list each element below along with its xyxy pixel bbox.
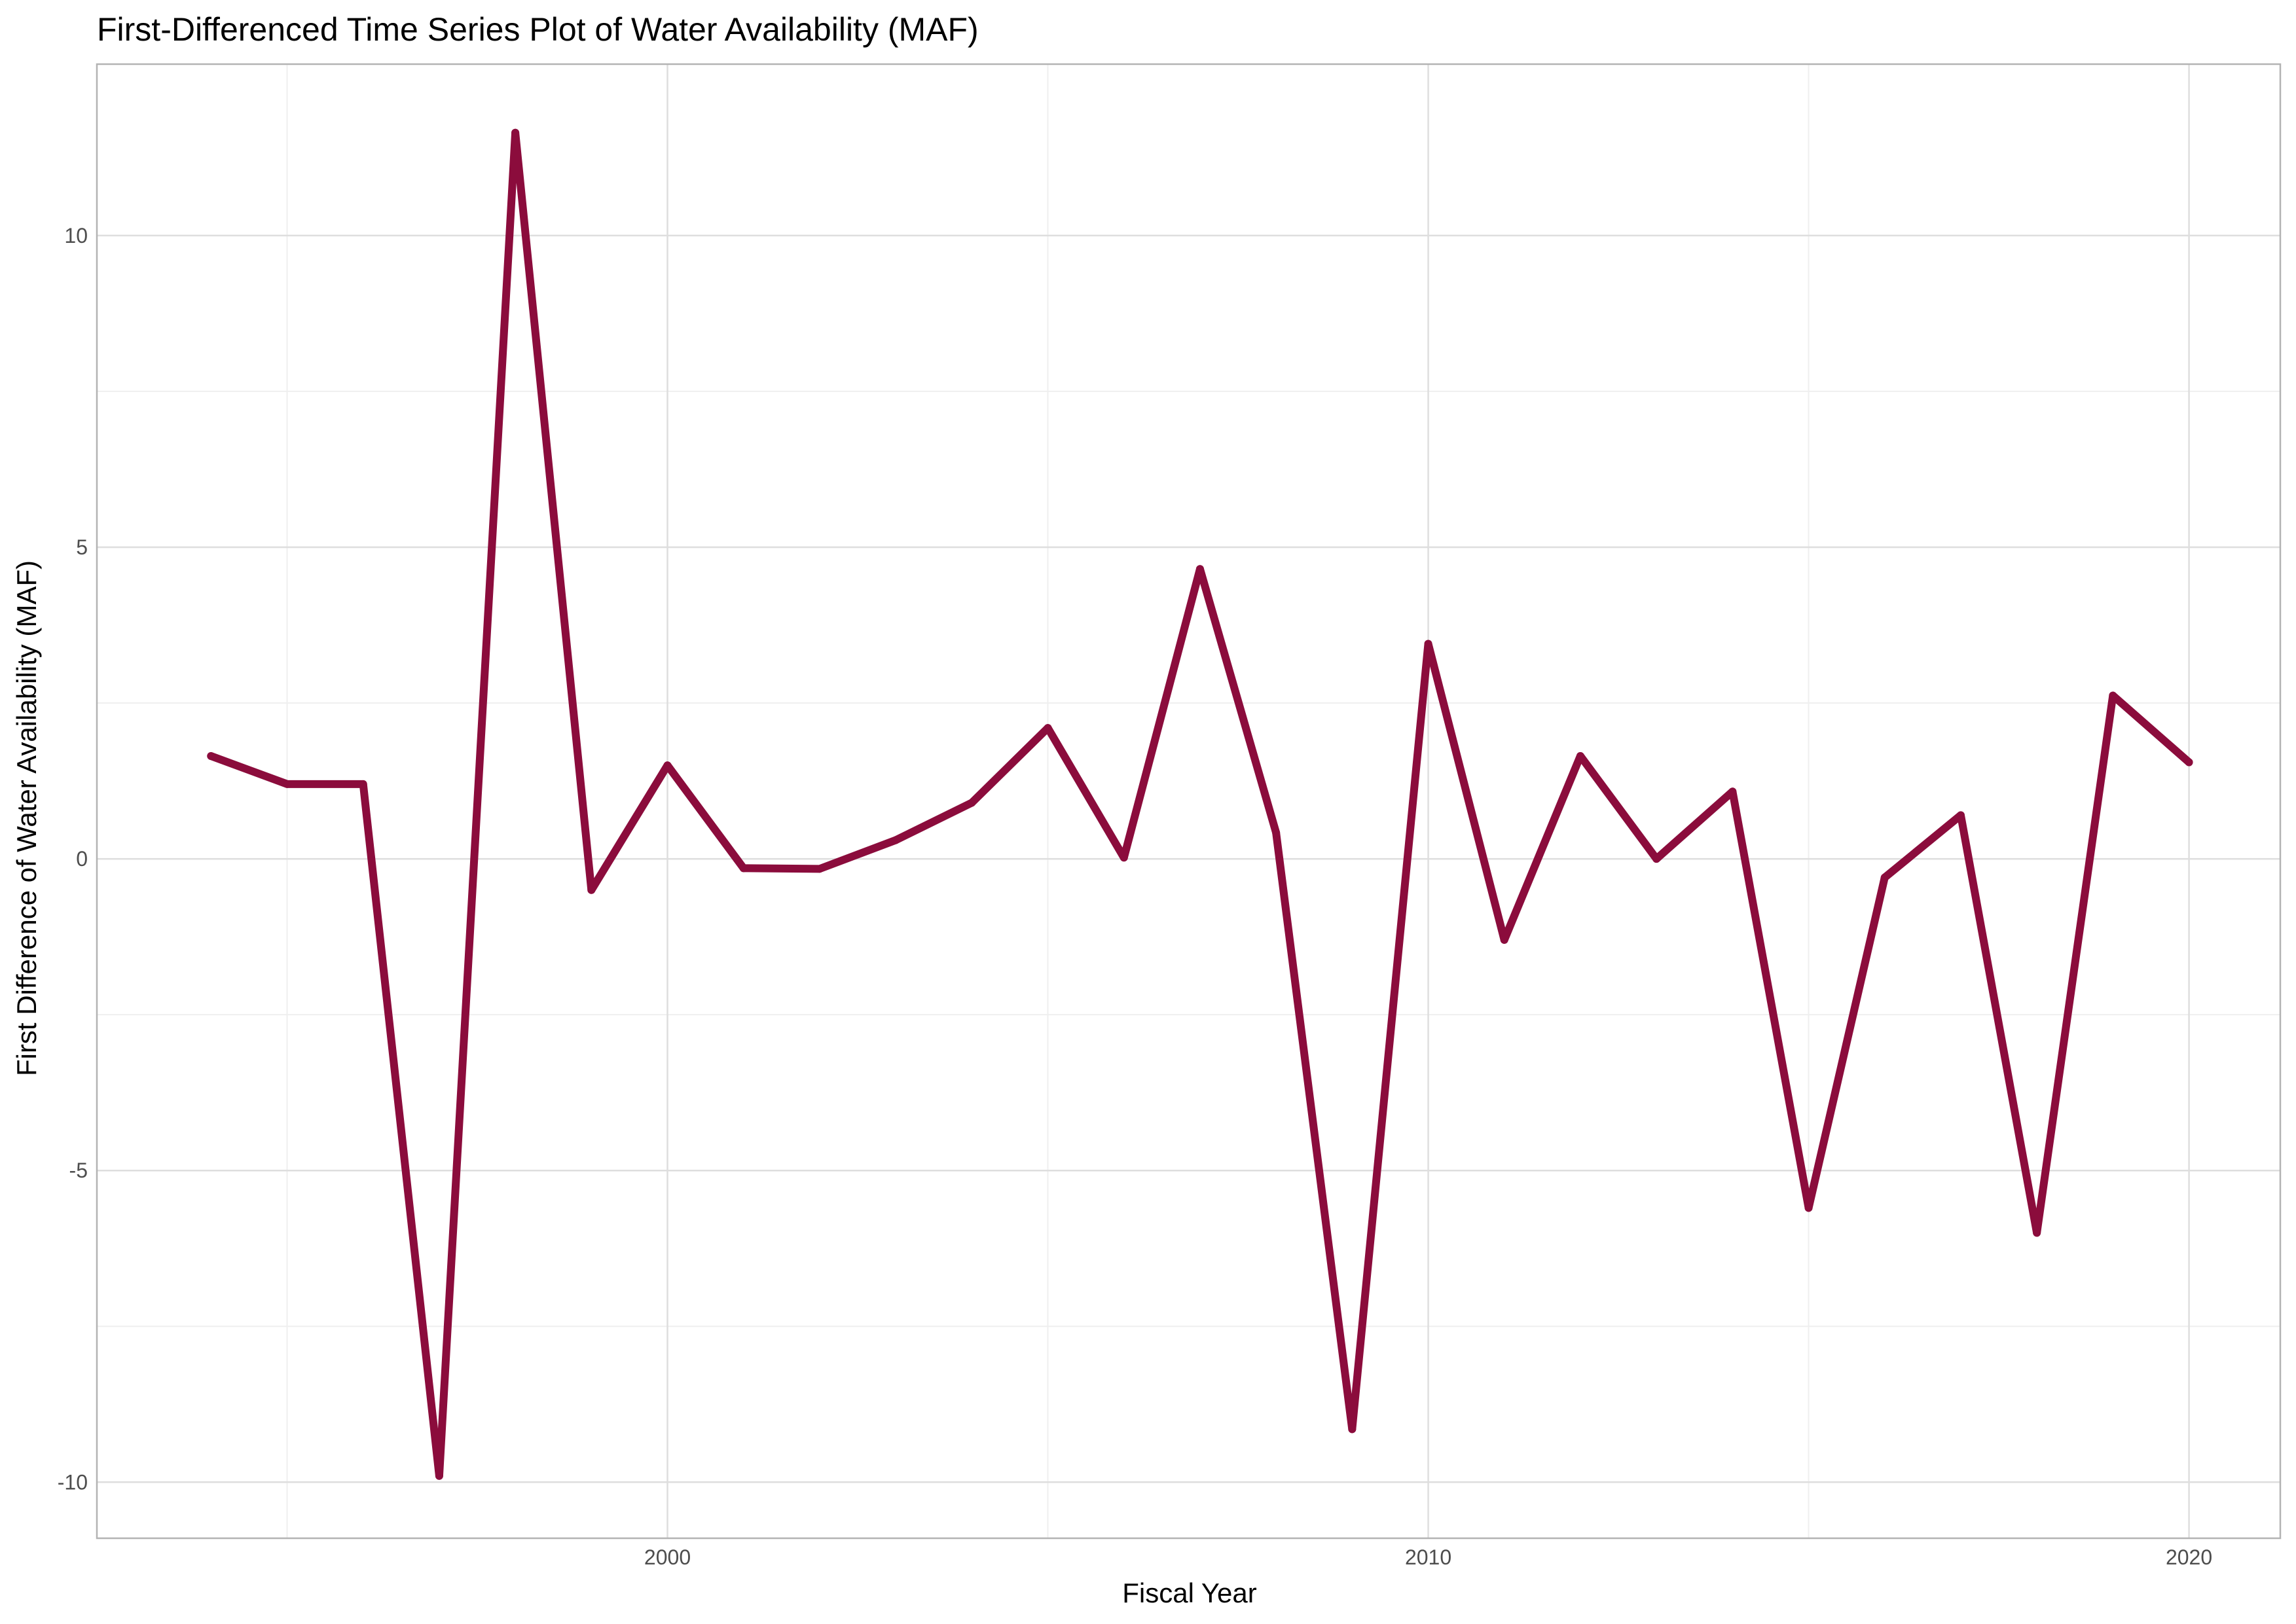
data-point bbox=[359, 780, 367, 788]
data-point bbox=[815, 865, 824, 873]
y-tick-label: 10 bbox=[64, 224, 88, 247]
data-point bbox=[1044, 724, 1052, 732]
minor-grid bbox=[97, 64, 2280, 1538]
data-point bbox=[892, 836, 900, 844]
data-point bbox=[2109, 691, 2117, 700]
data-point bbox=[587, 886, 596, 894]
chart-title: First-Differenced Time Series Plot of Wa… bbox=[97, 11, 979, 48]
data-point bbox=[207, 751, 215, 760]
panel-border bbox=[96, 63, 2282, 1540]
y-tick-label: 5 bbox=[76, 535, 88, 559]
data-point bbox=[1652, 855, 1661, 863]
data-point bbox=[1804, 1204, 1813, 1212]
data-point bbox=[1956, 811, 1965, 820]
y-axis-tick-labels: -10 -5 0 5 10 bbox=[58, 224, 88, 1494]
data-point bbox=[435, 1471, 443, 1480]
data-point bbox=[2185, 758, 2193, 767]
y-tick-label: -10 bbox=[58, 1470, 88, 1494]
x-tick-label: 2020 bbox=[2166, 1545, 2212, 1569]
y-tick-label: -5 bbox=[69, 1159, 88, 1182]
data-point bbox=[739, 864, 748, 873]
data-point bbox=[1880, 873, 1889, 882]
data-point bbox=[1120, 854, 1128, 862]
x-tick-label: 2010 bbox=[1405, 1545, 1451, 1569]
data-point bbox=[2033, 1229, 2041, 1237]
data-point bbox=[1272, 829, 1281, 837]
data-point bbox=[968, 799, 976, 807]
data-point bbox=[1500, 935, 1508, 944]
data-point bbox=[663, 761, 672, 770]
major-grid bbox=[97, 64, 2280, 1538]
data-point bbox=[1348, 1425, 1357, 1434]
series-line bbox=[207, 128, 2193, 1480]
x-axis-tick-labels: 2000 2010 2020 bbox=[644, 1545, 2212, 1569]
series-layer bbox=[207, 128, 2193, 1480]
data-point bbox=[511, 128, 520, 137]
y-axis-title: First Difference of Water Availability (… bbox=[11, 560, 42, 1076]
y-tick-label: 0 bbox=[76, 847, 88, 871]
data-point bbox=[1424, 640, 1432, 648]
data-point bbox=[1576, 751, 1584, 760]
x-axis-title: Fiscal Year bbox=[1122, 1578, 1256, 1608]
x-tick-label: 2000 bbox=[644, 1545, 691, 1569]
data-point bbox=[283, 780, 291, 788]
data-point bbox=[1728, 787, 1737, 796]
data-point bbox=[1195, 565, 1204, 573]
